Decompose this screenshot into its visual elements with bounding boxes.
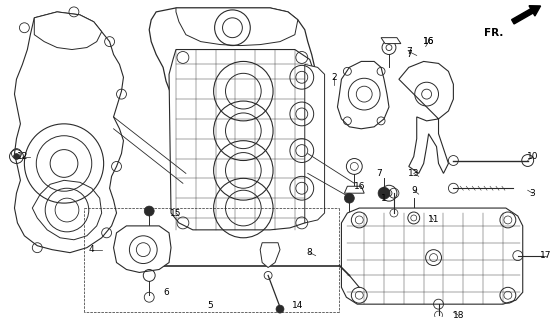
- Text: 7: 7: [376, 169, 382, 178]
- FancyArrow shape: [512, 6, 540, 24]
- Text: 10: 10: [527, 152, 538, 161]
- Text: 11: 11: [428, 215, 439, 224]
- Polygon shape: [114, 226, 171, 272]
- Text: 6: 6: [163, 288, 169, 297]
- Polygon shape: [342, 208, 522, 304]
- Polygon shape: [15, 12, 123, 253]
- Polygon shape: [32, 180, 102, 240]
- Circle shape: [378, 187, 390, 199]
- Text: 16: 16: [353, 182, 365, 191]
- Circle shape: [144, 206, 154, 216]
- Circle shape: [344, 193, 354, 203]
- Text: 9: 9: [411, 186, 417, 195]
- Text: 7: 7: [406, 47, 412, 56]
- Polygon shape: [381, 38, 401, 44]
- Text: 2: 2: [332, 73, 337, 82]
- Polygon shape: [169, 50, 315, 230]
- Circle shape: [13, 154, 20, 159]
- Text: 18: 18: [452, 310, 464, 320]
- Text: 14: 14: [292, 301, 304, 310]
- Text: 16: 16: [423, 37, 435, 46]
- Polygon shape: [399, 61, 454, 173]
- Polygon shape: [176, 8, 298, 45]
- Polygon shape: [338, 61, 389, 129]
- Polygon shape: [260, 243, 280, 268]
- Circle shape: [276, 305, 284, 313]
- Text: 3: 3: [530, 189, 535, 198]
- Polygon shape: [149, 8, 315, 222]
- Text: 17: 17: [540, 251, 551, 260]
- Text: 15: 15: [170, 209, 182, 218]
- Text: 8: 8: [307, 248, 312, 257]
- Text: 7: 7: [406, 50, 412, 59]
- Text: 5: 5: [208, 301, 213, 310]
- Text: 16: 16: [423, 37, 435, 46]
- Polygon shape: [34, 12, 102, 50]
- Text: 13: 13: [408, 169, 419, 178]
- Polygon shape: [344, 186, 364, 193]
- Text: 1: 1: [381, 194, 387, 203]
- Polygon shape: [305, 64, 325, 223]
- Text: 12: 12: [17, 152, 28, 161]
- Text: FR.: FR.: [483, 28, 503, 38]
- Text: 4: 4: [89, 245, 95, 254]
